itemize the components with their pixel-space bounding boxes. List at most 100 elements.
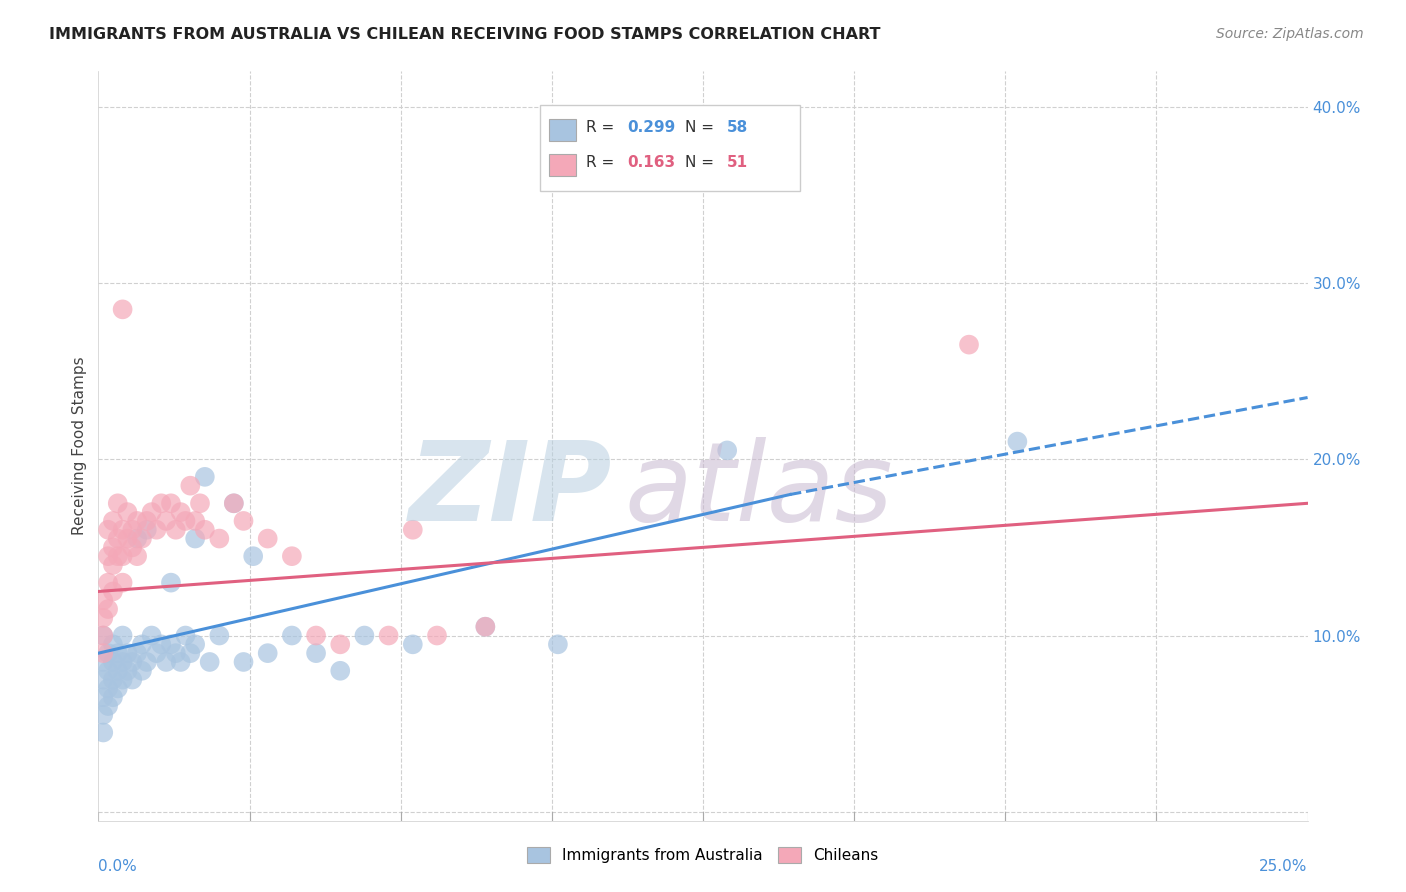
Point (101, 690, 124, 705)
Point (135, 514, 157, 528)
Point (165, 646, 187, 660)
Bar (550, 153, 576, 177)
Point (97, 699, 120, 714)
Point (111, 549, 134, 564)
Point (402, 523, 425, 537)
Point (117, 505, 139, 519)
Text: R =: R = (586, 120, 619, 135)
Point (101, 637, 124, 651)
Text: 25.0%: 25.0% (1260, 859, 1308, 874)
Text: N =: N = (685, 155, 718, 170)
Point (208, 628, 231, 642)
Point (101, 584, 124, 599)
Point (101, 514, 124, 528)
Point (107, 549, 129, 564)
Point (474, 620, 496, 634)
Point (121, 541, 143, 555)
Point (127, 646, 149, 660)
Point (135, 655, 157, 669)
Point (474, 620, 496, 634)
Text: 0.163: 0.163 (627, 155, 675, 170)
Point (107, 646, 129, 660)
Point (188, 496, 211, 510)
Point (111, 628, 134, 642)
Point (91, 628, 114, 642)
Point (256, 532, 278, 546)
Point (91, 646, 114, 660)
Point (101, 541, 124, 555)
Point (91, 725, 114, 739)
Point (141, 628, 163, 642)
Point (1007, 434, 1029, 449)
Point (107, 664, 129, 678)
Point (160, 575, 183, 590)
Point (131, 532, 153, 546)
Point (353, 628, 375, 642)
Point (426, 628, 449, 642)
Point (121, 673, 143, 687)
Point (131, 637, 153, 651)
Point (97, 646, 120, 660)
Text: IMMIGRANTS FROM AUSTRALIA VS CHILEAN RECEIVING FOOD STAMPS CORRELATION CHART: IMMIGRANTS FROM AUSTRALIA VS CHILEAN REC… (49, 27, 880, 42)
Point (91, 611, 114, 625)
Point (329, 664, 352, 678)
Point (281, 549, 304, 564)
Point (107, 681, 129, 696)
Text: Source: ZipAtlas.com: Source: ZipAtlas.com (1216, 27, 1364, 41)
Point (121, 655, 143, 669)
Point (242, 549, 264, 564)
Point (111, 655, 134, 669)
Point (194, 470, 217, 484)
Point (150, 496, 173, 510)
Point (222, 496, 245, 510)
Point (716, 443, 738, 458)
Text: R =: R = (586, 155, 619, 170)
Point (91, 593, 114, 607)
Text: N =: N = (685, 120, 718, 135)
Point (111, 575, 134, 590)
Point (256, 646, 278, 660)
Point (208, 532, 231, 546)
Point (97, 523, 120, 537)
Y-axis label: Receiving Food Stamps: Receiving Food Stamps (72, 357, 87, 535)
Point (131, 664, 153, 678)
Point (184, 637, 207, 651)
Point (232, 514, 254, 528)
Point (281, 628, 304, 642)
Point (111, 523, 134, 537)
Point (184, 532, 207, 546)
Point (232, 655, 254, 669)
Point (117, 664, 139, 678)
Point (121, 523, 143, 537)
Point (107, 532, 129, 546)
FancyBboxPatch shape (540, 105, 800, 191)
Point (145, 523, 167, 537)
Point (160, 637, 183, 651)
Legend: Immigrants from Australia, Chileans: Immigrants from Australia, Chileans (522, 841, 884, 869)
Text: 51: 51 (727, 155, 748, 170)
Point (127, 532, 149, 546)
Point (160, 496, 183, 510)
Point (127, 514, 149, 528)
Point (174, 514, 197, 528)
Text: 58: 58 (727, 120, 748, 135)
Point (179, 478, 201, 492)
Point (127, 549, 149, 564)
Point (155, 514, 177, 528)
Point (305, 628, 328, 642)
Point (135, 523, 157, 537)
Point (97, 575, 120, 590)
Point (402, 637, 425, 651)
Point (377, 628, 399, 642)
Point (97, 681, 120, 696)
Point (222, 496, 245, 510)
Point (101, 673, 124, 687)
Point (101, 558, 124, 572)
Point (101, 655, 124, 669)
Point (91, 673, 114, 687)
Point (957, 337, 980, 351)
Point (169, 655, 191, 669)
Point (97, 549, 120, 564)
Point (91, 707, 114, 722)
Text: atlas: atlas (624, 437, 893, 544)
